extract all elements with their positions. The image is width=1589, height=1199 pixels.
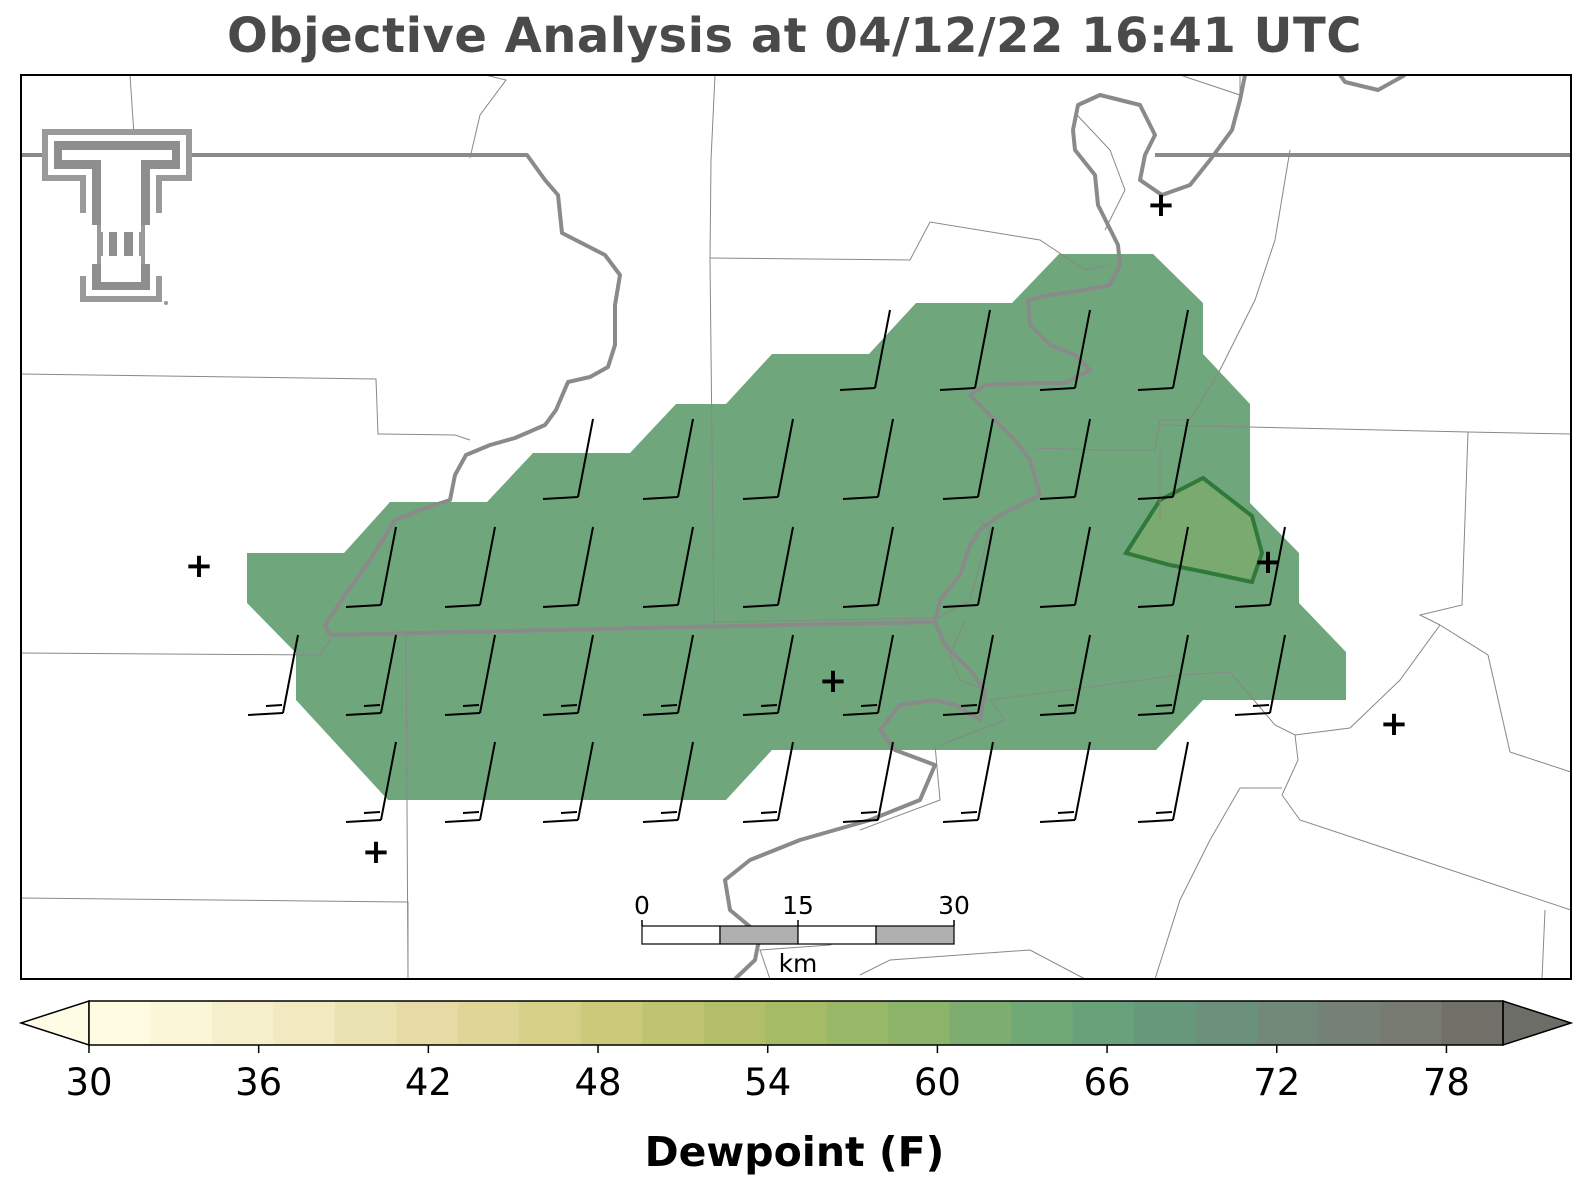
colorbar-tick-label: 66	[1084, 1061, 1131, 1104]
colorbar-tick-label: 72	[1253, 1061, 1300, 1104]
scale-label-start: 0	[634, 891, 650, 920]
wind-barb	[942, 418, 994, 500]
wind-barb	[345, 634, 397, 716]
wind-barb	[642, 526, 694, 608]
state-boundaries	[21, 75, 1571, 979]
wind-barb	[1039, 418, 1091, 500]
wind-barb	[742, 526, 794, 608]
wind-barb	[1137, 309, 1189, 391]
colorbar-swatch	[703, 1001, 766, 1045]
colorbar-swatch	[642, 1001, 705, 1045]
colorbar-swatch	[1195, 1001, 1258, 1045]
scale-label-end: 30	[938, 891, 970, 920]
wind-barb	[839, 309, 891, 391]
colorbar-tick-label: 30	[65, 1061, 112, 1104]
wind-barb	[1137, 526, 1189, 608]
colorbar-swatch	[888, 1001, 951, 1045]
map-title: Objective Analysis at 04/12/22 16:41 UTC	[227, 8, 1362, 64]
colorbar-swatch	[396, 1001, 459, 1045]
colorbar-label: Dewpoint (F)	[644, 1128, 945, 1176]
colorbar-swatch	[1441, 1001, 1504, 1045]
scale-unit-label: km	[779, 949, 818, 978]
texas-tech-double-t-logo	[42, 129, 192, 305]
colorbar-tick-label: 60	[914, 1061, 961, 1104]
wind-barb	[942, 741, 994, 823]
colorbar-tick-label: 42	[405, 1061, 452, 1104]
colorbar: 30 36 42 48 54 60 66 72 78	[18, 999, 1574, 1104]
wind-barb	[345, 741, 397, 823]
wind-barb	[247, 634, 299, 716]
wind-barb	[444, 526, 496, 608]
wind-barbs	[247, 309, 1286, 823]
wind-barb	[1039, 741, 1091, 823]
colorbar-swatch	[273, 1001, 336, 1045]
colorbar-swatch	[1134, 1001, 1197, 1045]
county-boundaries	[21, 75, 1571, 979]
wind-barb	[444, 634, 496, 716]
colorbar-under-extend	[18, 999, 90, 1047]
wind-barb	[1039, 634, 1091, 716]
wind-barb	[942, 526, 994, 608]
colorbar-swatch	[457, 1001, 520, 1045]
wind-barb	[542, 418, 594, 500]
wind-barb	[842, 418, 894, 500]
colorbar-swatch	[1380, 1001, 1443, 1045]
wind-barb	[1234, 634, 1286, 716]
colorbar-tick-label: 54	[744, 1061, 791, 1104]
scale-bar: 0 15 30 km	[634, 891, 970, 978]
wind-barb	[842, 741, 894, 823]
wind-barb	[1137, 418, 1189, 500]
colorbar-tick-label: 36	[235, 1061, 282, 1104]
colorbar-tick-label: 78	[1423, 1061, 1470, 1104]
wind-barb	[345, 526, 397, 608]
station-marker: +	[1147, 185, 1176, 225]
colorbar-swatch	[150, 1001, 213, 1045]
station-marker: +	[185, 546, 214, 586]
wind-barb	[642, 741, 694, 823]
colorbar-tick-label: 48	[574, 1061, 621, 1104]
scale-label-mid: 15	[782, 891, 814, 920]
dewpoint-fill-region	[247, 254, 1346, 800]
wind-barb	[939, 309, 991, 391]
wind-barb	[1039, 526, 1091, 608]
wind-barb	[842, 634, 894, 716]
wind-barb	[742, 741, 794, 823]
map-frame	[20, 74, 1572, 980]
colorbar-over-extend	[1502, 999, 1574, 1047]
wind-barb	[1137, 634, 1189, 716]
station-marker: +	[819, 661, 848, 701]
wind-barb	[942, 634, 994, 716]
colorbar-swatch	[89, 1001, 152, 1045]
wind-barb	[1137, 741, 1189, 823]
wind-barb	[742, 418, 794, 500]
colorbar-swatch	[949, 1001, 1012, 1045]
wind-barb	[542, 526, 594, 608]
colorbar-swatch	[1011, 1001, 1074, 1045]
station-marker: +	[1254, 542, 1283, 582]
colorbar-swatch	[826, 1001, 889, 1045]
wind-barb	[1234, 526, 1286, 608]
station-marker: +	[362, 832, 391, 872]
wind-barb	[742, 634, 794, 716]
wind-barb	[842, 526, 894, 608]
colorbar-swatch	[765, 1001, 828, 1045]
colorbar-swatch	[1257, 1001, 1320, 1045]
wind-barb	[542, 634, 594, 716]
wind-barb	[642, 634, 694, 716]
colorbar-swatch	[211, 1001, 275, 1045]
wind-barb	[642, 418, 694, 500]
wind-barb	[542, 741, 594, 823]
colorbar-swatch	[580, 1001, 643, 1045]
station-marker: +	[1380, 704, 1409, 744]
wind-barb	[1039, 309, 1091, 391]
colorbar-swatch	[334, 1001, 397, 1045]
wind-barb	[444, 741, 496, 823]
colorbar-swatch	[1072, 1001, 1135, 1045]
map-area: + + + + + +	[21, 75, 1571, 979]
colorbar-swatch	[1318, 1001, 1381, 1045]
colorbar-swatch	[519, 1001, 582, 1045]
station-markers: + + + + + +	[185, 185, 1409, 872]
